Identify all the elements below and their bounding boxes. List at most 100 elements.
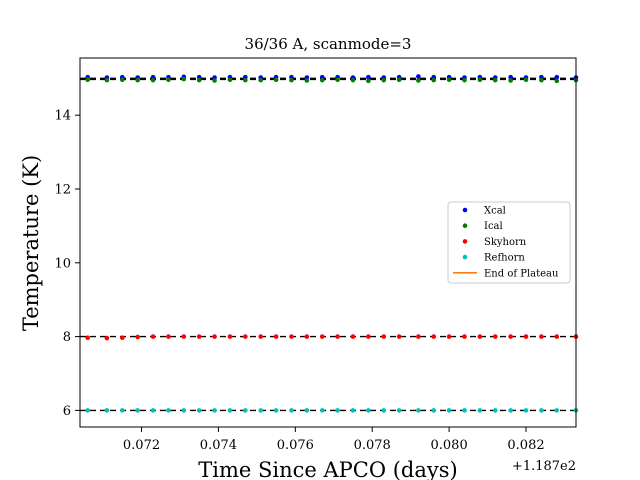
legend-marker [462,254,468,260]
data-point [243,408,248,413]
x-tick-label: 0.076 [277,438,314,453]
data-point [150,77,156,83]
data-point [119,77,125,83]
data-point [85,335,90,341]
y-axis-label: Temperature (K) [19,155,43,331]
data-point [508,78,513,83]
y-tick-label: 14 [54,109,71,124]
data-point [181,76,187,82]
data-point [85,77,90,83]
data-point [335,334,340,339]
data-point [289,77,294,83]
data-point [492,77,498,83]
legend-marker [462,239,468,244]
x-tick-label: 0.082 [507,438,544,453]
data-point [135,408,140,413]
data-point [462,77,467,83]
legend-box [447,201,571,284]
x-axis-offset-label: +1.187e2 [512,459,576,474]
data-point [477,408,483,413]
x-tick-label: 0.078 [354,438,391,453]
data-point [381,408,387,413]
data-point [508,74,513,80]
x-tick-label: 0.072 [123,438,160,453]
data-point [243,334,248,339]
data-point [366,408,371,413]
data-point [416,408,421,413]
data-point [446,77,452,83]
data-point [539,77,544,83]
data-point [243,77,248,83]
series-layer [85,74,579,413]
data-point [85,408,90,413]
data-point [227,334,233,339]
data-point [539,408,544,413]
data-point [181,408,187,413]
data-point [166,77,171,83]
data-point [119,335,125,341]
data-point [166,334,171,339]
x-axis-ticks: 0.072 0.074 0.076 0.078 0.080 0.082 [123,427,545,453]
data-point [319,77,325,83]
legend-item: Ical [462,221,503,232]
data-point [212,408,217,413]
data-point [431,334,437,339]
data-point [431,77,437,83]
data-point [150,334,156,339]
data-point [196,408,202,413]
data-point [135,334,140,340]
data-point [119,408,125,413]
data-point [212,78,217,83]
legend-label: Refhorn [484,253,525,264]
data-point [258,334,264,339]
data-point [258,408,264,413]
data-point [554,74,560,80]
chart-title: 36/36 A, scanmode=3 [245,35,412,53]
data-point [492,408,498,413]
data-point [258,77,264,83]
legend-item: Skyhorn [462,237,527,248]
legend-marker [462,223,468,228]
data-point [523,408,529,413]
data-point [304,334,310,339]
data-point [366,78,371,84]
data-point [350,334,356,339]
data-point [554,78,560,84]
data-point [335,408,340,413]
data-point [212,334,217,339]
data-point [416,334,421,339]
data-point [196,334,202,339]
legend: Xcal Ical Skyhorn Refhorn End of Plateau [447,201,571,284]
data-point [366,74,371,80]
series-ical [85,76,579,84]
data-point [166,408,171,413]
data-point [431,408,437,413]
data-point [273,408,279,413]
legend-label: Xcal [484,206,506,217]
data-point [523,77,529,83]
y-axis-ticks: 6 8 10 12 14 [54,109,80,419]
data-point [396,408,402,413]
data-point [396,334,402,339]
data-point [477,77,483,83]
data-point [319,334,325,339]
y-tick-label: 6 [63,404,71,419]
data-point [227,408,233,413]
data-point [396,77,402,83]
data-point [462,334,467,339]
data-point [539,334,544,339]
legend-label: Skyhorn [484,237,527,248]
data-point [319,408,325,413]
data-point [335,77,340,83]
legend-label: Ical [484,221,503,232]
data-point [289,334,294,339]
data-point [304,408,310,413]
y-tick-label: 8 [63,330,71,345]
y-tick-label: 12 [54,182,71,197]
data-point [554,408,560,413]
legend-label: End of Plateau [484,268,559,279]
data-point [477,334,483,339]
data-point [416,78,421,83]
data-point [462,408,467,413]
